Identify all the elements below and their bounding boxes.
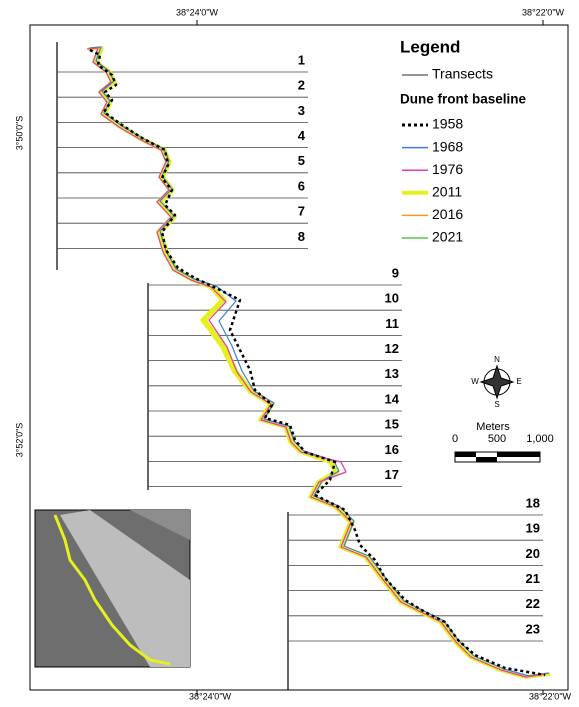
scale-seg	[455, 452, 476, 457]
shoreline-1958	[89, 48, 546, 677]
legend-label: 2021	[432, 229, 463, 245]
scale-bar: Meters 0 500 1,000	[452, 421, 554, 463]
transect-number: 11	[385, 316, 399, 331]
shorelines	[86, 46, 552, 679]
compass-rose	[479, 364, 515, 400]
transect-number: 14	[385, 391, 400, 406]
coord-label: 3°50'0"S	[14, 116, 24, 151]
transect-number: 10	[385, 291, 399, 306]
coord-label: 38°22'0"W	[522, 7, 565, 17]
transect-number: 16	[385, 442, 399, 457]
legend-label: 2011	[432, 184, 462, 200]
legend-label: Transects	[432, 66, 493, 82]
transect-number: 2	[298, 78, 305, 93]
transect-number: 6	[298, 178, 305, 193]
coord-label: 38°24'0"W	[189, 691, 232, 701]
transect-number: 17	[385, 467, 399, 482]
coord-label: 38°24'0"W	[176, 7, 219, 17]
inset-sea	[130, 510, 190, 540]
scale-seg	[476, 457, 497, 462]
compass-n: N	[494, 355, 500, 364]
legend-label: 1958	[432, 116, 463, 132]
transect-number: 18	[526, 495, 540, 510]
inset-beach	[60, 510, 190, 667]
scale-seg	[497, 452, 540, 457]
transect-number: 15	[385, 417, 399, 432]
compass: N S E W	[471, 355, 521, 409]
compass-w: W	[471, 377, 479, 386]
legend: Legend Transects Dune front baseline 195…	[400, 37, 527, 244]
transect-number: 20	[526, 546, 540, 561]
compass-s: S	[494, 400, 499, 409]
transect-number: 7	[298, 204, 305, 219]
scale-label: 500	[488, 433, 506, 445]
transect-number: 9	[392, 265, 399, 280]
transect-number: 21	[526, 571, 540, 586]
shoreline-1976	[86, 47, 547, 678]
legend-title: Legend	[400, 37, 460, 56]
coord-label: 3°52'0"S	[14, 423, 24, 458]
transect-number: 12	[385, 341, 399, 356]
legend-subtitle: Dune front baseline	[400, 92, 527, 107]
scale-title: Meters	[476, 421, 510, 433]
transect-number: 23	[526, 621, 540, 636]
scale-label: 0	[452, 433, 458, 445]
transect-number: 8	[298, 229, 305, 244]
transect-number: 19	[526, 521, 540, 536]
inset-map	[34, 509, 191, 668]
transect-number: 4	[298, 128, 306, 143]
compass-e: E	[516, 377, 521, 386]
legend-label: 1976	[432, 161, 463, 177]
legend-label: 1968	[432, 138, 463, 154]
coord-label: 38°22'0"W	[529, 691, 572, 701]
transect-number: 5	[298, 153, 305, 168]
legend-label: 2016	[432, 206, 463, 222]
transect-number: 1	[298, 52, 305, 67]
scale-label: 1,000	[526, 433, 554, 445]
transect-number: 13	[385, 366, 399, 381]
inset-shoreline	[53, 514, 171, 666]
transect-number: 22	[526, 596, 540, 611]
transect-number: 3	[298, 103, 305, 118]
